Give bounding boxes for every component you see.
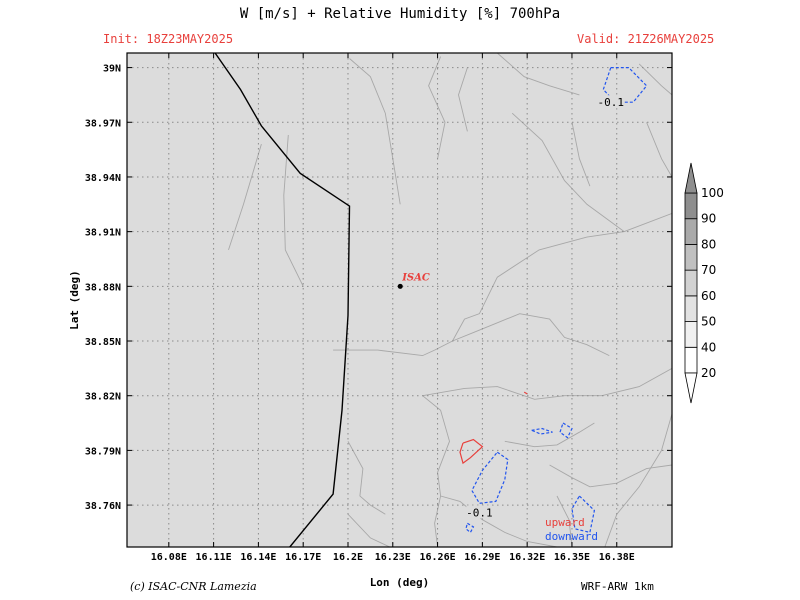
y-tick-label: 38.79N <box>85 446 121 457</box>
terrain-line <box>646 122 672 178</box>
contour-label-bg <box>466 505 493 519</box>
y-tick-label: 38.94N <box>85 173 121 184</box>
colorbar-swatch <box>684 269 698 297</box>
y-tick-label: 38.85N <box>85 337 121 348</box>
terrain-line <box>422 395 450 547</box>
contour-label: -0.1 <box>466 506 493 519</box>
x-tick-label: 16.23E <box>375 552 411 563</box>
y-tick-label: 38.76N <box>85 501 121 512</box>
colorbar-top-arrow <box>684 162 698 194</box>
x-tick-label: 16.32E <box>509 552 545 563</box>
y-tick-label: 39N <box>103 64 121 75</box>
y-axis-title: Lat (deg) <box>68 270 81 330</box>
credit-label: (c) ISAC-CNR Lamezia <box>130 580 257 593</box>
x-tick-label: 16.38E <box>599 552 635 563</box>
terrain-line <box>452 231 625 342</box>
contour-label: -0.1 <box>598 96 625 109</box>
upward-contour <box>459 438 484 465</box>
colorbar-swatch <box>684 346 698 374</box>
downward-contour <box>471 451 509 504</box>
terrain-line <box>458 67 468 132</box>
legend-upward: upward <box>545 516 585 529</box>
colorbar-bottom-arrow <box>684 372 698 404</box>
terrain-line <box>571 122 591 187</box>
contour-label-bg <box>597 95 624 109</box>
colorbar-swatch <box>684 218 698 245</box>
colorbar-label: 50 <box>701 315 716 329</box>
colorbar-label: 90 <box>701 212 716 226</box>
colorbar-label: 80 <box>701 237 716 251</box>
plot-background <box>127 53 672 547</box>
terrain-line <box>347 441 386 515</box>
terrain-line <box>511 112 672 233</box>
terrain-line <box>428 56 446 159</box>
terrain-line <box>422 368 672 400</box>
y-tick-label: 38.88N <box>85 282 121 293</box>
colorbar-swatch <box>684 192 698 220</box>
colorbar-label: 70 <box>701 263 716 277</box>
terrain-line <box>434 313 610 357</box>
valid-time-label: Valid: 21Z26MAY2025 <box>577 32 715 46</box>
colorbar-label: 20 <box>701 366 716 380</box>
y-tick-label: 38.97N <box>85 118 121 129</box>
station-label: ISAC <box>401 272 430 283</box>
terrain-line <box>349 58 401 205</box>
y-tick-label: 38.82N <box>85 392 121 403</box>
downward-contour <box>465 522 475 534</box>
downward-contour <box>602 67 648 103</box>
coastline <box>214 53 351 547</box>
colorbar-label: 100 <box>701 186 724 200</box>
terrain-line <box>497 53 580 96</box>
legend-downward: downward <box>545 530 598 543</box>
y-tick-label: 38.91N <box>85 228 121 239</box>
x-tick-label: 16.11E <box>196 552 232 563</box>
terrain-line <box>333 349 435 357</box>
x-tick-label: 16.2E <box>333 552 363 563</box>
x-tick-label: 16.35E <box>554 552 590 563</box>
terrain-line <box>283 134 304 287</box>
init-time-label: Init: 18Z23MAY2025 <box>103 32 234 46</box>
terrain-line <box>440 495 558 547</box>
x-tick-label: 16.26E <box>420 552 456 563</box>
downward-contour <box>559 422 573 439</box>
chart-title: W [m/s] + Relative Humidity [%] 700hPa <box>239 6 561 22</box>
colorbar-label: 40 <box>701 340 716 354</box>
terrain-line <box>556 495 573 547</box>
downward-contour <box>571 495 596 534</box>
colorbar-swatch <box>684 321 698 348</box>
x-tick-label: 16.08E <box>151 552 187 563</box>
downward-contour <box>531 427 553 435</box>
x-axis-title: Lon (deg) <box>370 576 430 589</box>
x-tick-label: 16.29E <box>464 552 500 563</box>
x-tick-label: 16.17E <box>285 552 321 563</box>
terrain-line <box>228 143 262 251</box>
colorbar-label: 60 <box>701 289 716 303</box>
plot-frame <box>126 52 673 548</box>
station-marker <box>397 283 403 289</box>
colorbar-swatch <box>684 295 698 322</box>
terrain-line <box>347 513 390 547</box>
upward-contour <box>523 391 528 395</box>
terrain-line <box>638 63 672 96</box>
colorbar-swatch <box>684 244 698 271</box>
terrain-line <box>604 413 672 547</box>
model-label: WRF-ARW 1km <box>581 580 654 593</box>
terrain-line <box>504 422 595 448</box>
x-tick-label: 16.14E <box>240 552 276 563</box>
